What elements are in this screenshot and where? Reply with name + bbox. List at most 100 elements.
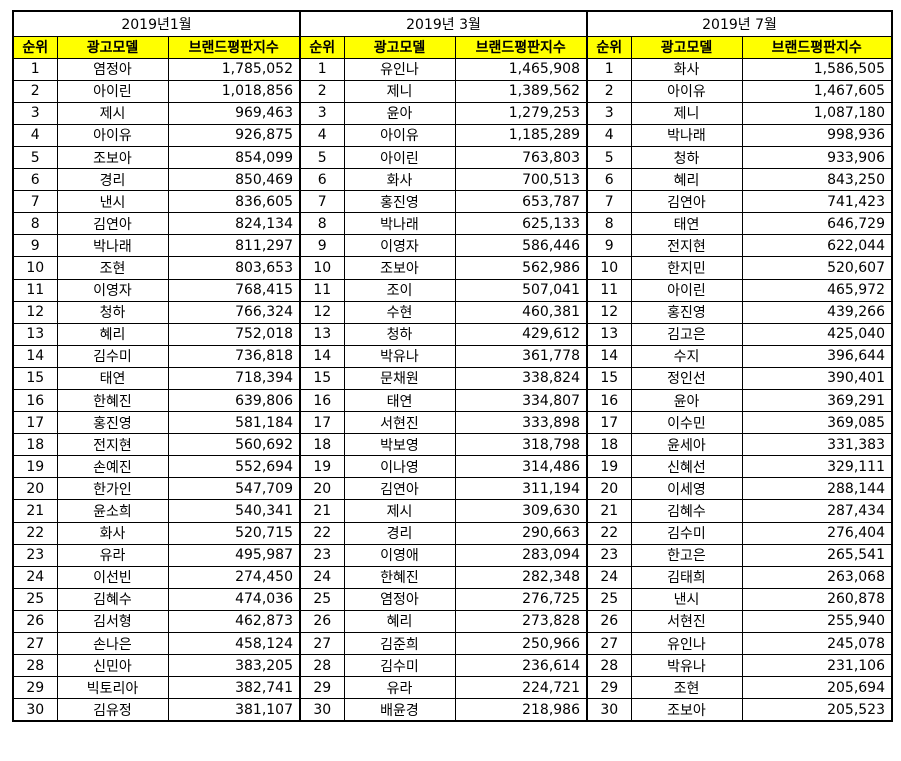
rank-cell: 3 xyxy=(299,101,345,125)
rank-cell: 7 xyxy=(586,190,632,214)
rank-cell: 20 xyxy=(12,477,58,501)
score-cell: 338,824 xyxy=(454,366,588,391)
score-cell: 474,036 xyxy=(167,587,301,611)
model-name-cell: 유라 xyxy=(343,676,456,700)
rank-cell: 17 xyxy=(12,411,58,435)
score-cell: 460,381 xyxy=(454,300,588,324)
score-cell: 768,415 xyxy=(167,278,301,302)
model-name-cell: 박보영 xyxy=(343,433,456,457)
model-name-cell: 한고은 xyxy=(630,543,743,567)
model-name-cell: 한지민 xyxy=(630,256,743,280)
period-title: 2019년 7월 xyxy=(586,10,893,37)
rank-cell: 13 xyxy=(299,322,345,346)
rank-cell: 23 xyxy=(586,543,632,567)
score-cell: 646,729 xyxy=(741,212,893,236)
rank-cell: 1 xyxy=(299,57,345,81)
table-body: 1 염정아 1,785,052 1 유인나 1,465,908 1 화사 1,586,505 2 아… xyxy=(12,57,893,722)
model-name-cell: 김준희 xyxy=(343,632,456,656)
score-cell: 205,694 xyxy=(741,676,893,700)
rank-cell: 20 xyxy=(586,477,632,501)
table-row: 1 염정아 1,785,052 1 유인나 1,465,908 1 화사 1,586,505 xyxy=(12,57,893,81)
rank-cell: 21 xyxy=(586,499,632,523)
rank-cell: 5 xyxy=(12,145,58,170)
model-name-cell: 조보아 xyxy=(56,145,169,170)
rank-cell: 22 xyxy=(586,521,632,545)
model-name-cell: 손예진 xyxy=(56,455,169,479)
model-name-cell: 신민아 xyxy=(56,654,169,678)
rank-cell: 19 xyxy=(299,455,345,479)
score-cell: 245,078 xyxy=(741,632,893,656)
model-name-cell: 태연 xyxy=(56,366,169,391)
model-name-cell: 경리 xyxy=(343,521,456,545)
rank-cell: 8 xyxy=(12,212,58,236)
score-cell: 639,806 xyxy=(167,388,301,413)
brand-reputation-table: 2019년1월 2019년 3월 2019년 7월 순위 광고모델 브랜드평판지… xyxy=(12,10,893,722)
score-cell: 926,875 xyxy=(167,123,301,147)
table-row: 2 아이린 1,018,856 2 제니 1,389,562 2 아이유 1,467,605 xyxy=(12,79,893,103)
score-cell: 562,986 xyxy=(454,256,588,280)
score-cell: 763,803 xyxy=(454,145,588,170)
model-name-cell: 박나래 xyxy=(56,234,169,258)
rank-cell: 6 xyxy=(586,168,632,192)
table-row: 11 이영자 768,415 11 조이 507,041 11 아이린 465,972 xyxy=(12,278,893,302)
rank-header: 순위 xyxy=(299,35,345,59)
rank-cell: 4 xyxy=(12,123,58,147)
model-name-cell: 홍진영 xyxy=(56,411,169,435)
period-title: 2019년1월 xyxy=(12,10,301,37)
model-name-cell: 제시 xyxy=(56,101,169,125)
table-row: 22 화사 520,715 22 경리 290,663 22 김수미 276,404 xyxy=(12,521,893,545)
rank-cell: 16 xyxy=(12,388,58,413)
rank-cell: 26 xyxy=(12,609,58,634)
rank-cell: 28 xyxy=(12,654,58,678)
model-name-cell: 조보아 xyxy=(343,256,456,280)
model-name-cell: 빅토리아 xyxy=(56,676,169,700)
score-cell: 381,107 xyxy=(167,698,301,722)
model-name-cell: 염정아 xyxy=(56,57,169,81)
model-name-cell: 아이린 xyxy=(343,145,456,170)
rank-cell: 30 xyxy=(586,698,632,722)
score-cell: 1,279,253 xyxy=(454,101,588,125)
score-cell: 850,469 xyxy=(167,168,301,192)
score-cell: 824,134 xyxy=(167,212,301,236)
rank-cell: 27 xyxy=(12,632,58,656)
score-cell: 1,467,605 xyxy=(741,79,893,103)
rank-cell: 26 xyxy=(586,609,632,634)
rank-cell: 11 xyxy=(586,278,632,302)
score-cell: 236,614 xyxy=(454,654,588,678)
score-cell: 231,106 xyxy=(741,654,893,678)
table-row: 17 홍진영 581,184 17 서현진 333,898 17 이수민 369,085 xyxy=(12,411,893,435)
rank-cell: 1 xyxy=(586,57,632,81)
rank-cell: 8 xyxy=(299,212,345,236)
score-cell: 429,612 xyxy=(454,322,588,346)
score-cell: 314,486 xyxy=(454,455,588,479)
model-name-cell: 경리 xyxy=(56,168,169,192)
table-row: 14 김수미 736,818 14 박유나 361,778 14 수지 396,644 xyxy=(12,344,893,368)
rank-cell: 21 xyxy=(299,499,345,523)
rank-cell: 29 xyxy=(299,676,345,700)
score-cell: 811,297 xyxy=(167,234,301,258)
model-name-cell: 한혜진 xyxy=(56,388,169,413)
rank-cell: 22 xyxy=(299,521,345,545)
score-cell: 1,018,856 xyxy=(167,79,301,103)
score-cell: 283,094 xyxy=(454,543,588,567)
score-cell: 263,068 xyxy=(741,565,893,589)
model-name-cell: 김수미 xyxy=(630,521,743,545)
table-row: 4 아이유 926,875 4 아이유 1,185,289 4 박나래 998,936 xyxy=(12,123,893,147)
model-name-cell: 이세영 xyxy=(630,477,743,501)
rank-cell: 15 xyxy=(12,366,58,391)
score-cell: 1,586,505 xyxy=(741,57,893,81)
score-cell: 287,434 xyxy=(741,499,893,523)
rank-cell: 30 xyxy=(12,698,58,722)
score-cell: 836,605 xyxy=(167,190,301,214)
model-name-cell: 염정아 xyxy=(343,587,456,611)
model-name-cell: 유인나 xyxy=(343,57,456,81)
rank-cell: 12 xyxy=(299,300,345,324)
rank-cell: 12 xyxy=(12,300,58,324)
score-cell: 622,044 xyxy=(741,234,893,258)
table-row: 15 태연 718,394 15 문채원 338,824 15 정인선 390,401 xyxy=(12,366,893,391)
model-name-cell: 한가인 xyxy=(56,477,169,501)
score-cell: 333,898 xyxy=(454,411,588,435)
score-cell: 854,099 xyxy=(167,145,301,170)
model-name-cell: 화사 xyxy=(343,168,456,192)
score-header: 브랜드평판지수 xyxy=(741,35,893,59)
